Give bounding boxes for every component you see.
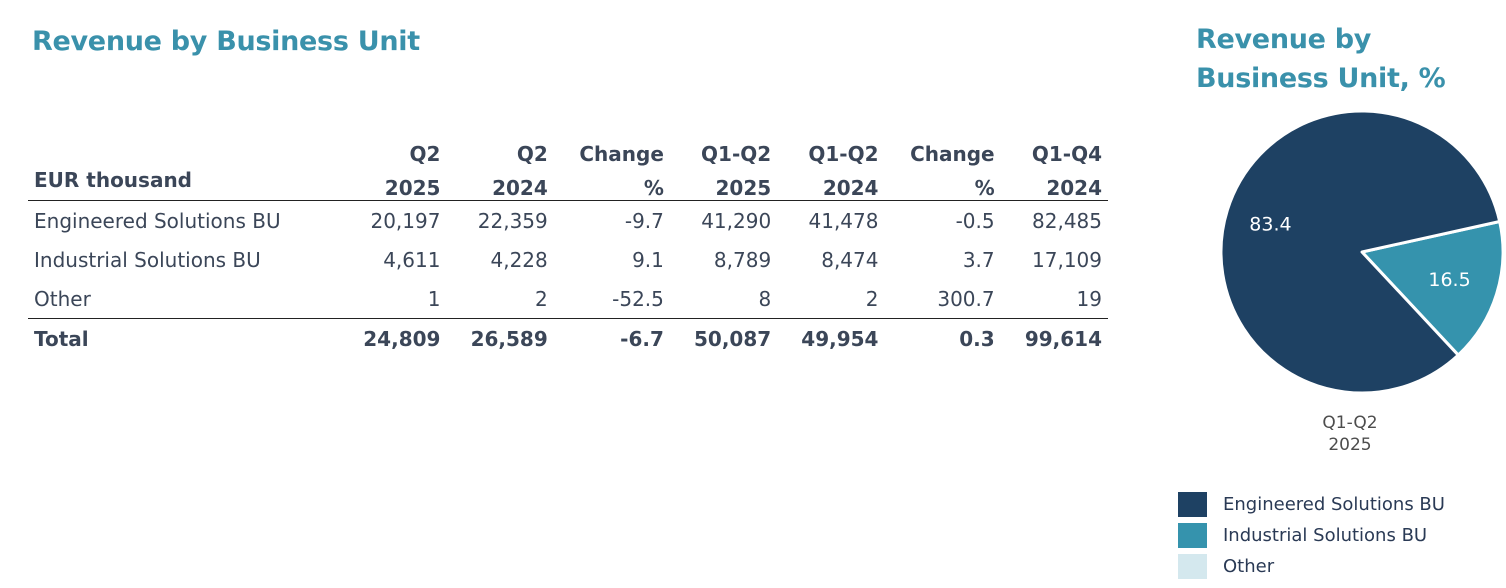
table-cell: 82,485 [1032,208,1102,233]
table-cell: 19 [1076,286,1102,311]
pie-data-label: 83.4 [1249,214,1291,236]
legend-label: Engineered Solutions BU [1223,494,1445,515]
header-cell: 2025 [715,176,772,200]
chart-title-line: Business Unit, % [1196,63,1446,94]
header-cell [28,132,339,166]
table-cell: 49,954 [801,327,879,351]
pie-slice-industrial-solutions-bu [1360,219,1505,357]
table-cell: 50,087 [694,327,772,351]
table-cell: 8,474 [821,247,879,272]
table-header-bottom: EUR thousand 2025 2024 % 2025 2024 % 202… [28,166,1108,201]
table-cell: 0.3 [959,327,995,351]
table-cell: 24,809 [363,327,441,351]
total-row: Total 24,809 26,589 -6.7 50,087 49,954 0… [28,319,1108,360]
header-cell: % [974,176,995,200]
pie-chart: 16.5 83.4 [1219,109,1505,395]
table-cell: 2 [865,286,879,311]
table-cell: -0.5 [955,208,995,233]
table-row: Industrial Solutions BU 4,611 4,228 9.1 … [28,240,1108,279]
table-cell: 20,197 [370,208,441,233]
table-cell: 1 [427,286,441,311]
row-label: Total [34,327,89,351]
pie-subtitle: Q1-Q2 2025 [1290,412,1410,456]
chart-legend: Engineered Solutions BU Industrial Solut… [1178,489,1445,582]
pie-subtitle-line: Q1-Q2 [1322,413,1378,433]
table-cell: 9.1 [632,247,664,272]
header-cell: Q1-Q2 [808,142,879,166]
header-cell: Q2 [516,142,548,166]
row-label: Other [34,286,91,311]
legend-swatch [1178,554,1207,579]
header-cell: Q1-Q4 [1031,142,1102,166]
table-cell: 8 [758,286,772,311]
table-cell: 8,789 [713,247,772,272]
header-cell: 2024 [822,176,879,200]
row-label: Industrial Solutions BU [34,247,261,272]
table-cell: 3.7 [962,247,995,272]
legend-item: Other [1178,551,1445,582]
header-cell: 2024 [492,176,548,200]
table-cell: -52.5 [612,286,664,311]
header-cell: 2025 [384,176,441,200]
table-cell: 4,228 [490,247,548,272]
table-row: Other 1 2 -52.5 8 2 300.7 19 [28,279,1108,319]
header-cell: Q2 [409,142,441,166]
legend-label: Other [1223,556,1275,577]
header-cell: Change [910,142,995,166]
table-cell: 4,611 [383,247,441,272]
unit-label: EUR thousand [34,168,192,192]
table-cell: 300.7 [937,286,995,311]
table-cell: 41,290 [701,208,772,233]
header-cell: 2024 [1046,176,1102,200]
legend-item: Engineered Solutions BU [1178,489,1445,520]
page-title: Revenue by Business Unit [32,26,420,57]
header-cell: Q1-Q2 [701,142,772,166]
legend-swatch [1178,523,1207,548]
chart-title: Revenue by Business Unit, % [1196,20,1496,98]
header-cell: Change [579,142,664,166]
pie-subtitle-line: 2025 [1328,435,1372,455]
table-cell: -9.7 [624,208,664,233]
table-row: Engineered Solutions BU 20,197 22,359 -9… [28,201,1108,241]
table-cell: 41,478 [808,208,879,233]
table-cell: 99,614 [1024,327,1102,351]
table-cell: 17,109 [1032,247,1102,272]
header-cell: % [643,176,664,200]
legend-item: Industrial Solutions BU [1178,520,1445,551]
legend-label: Industrial Solutions BU [1223,525,1428,546]
table-cell: -6.7 [620,327,664,351]
chart-title-line: Revenue by [1196,24,1372,55]
row-label: Engineered Solutions BU [34,208,281,233]
pie-data-label: 16.5 [1428,269,1470,291]
table-cell: 22,359 [477,208,548,233]
legend-swatch [1178,492,1207,517]
revenue-table: Q2 Q2 Change Q1-Q2 Q1-Q2 Change Q1-Q4 EU… [28,132,1108,359]
pie-slice-engineered-solutions-bu [1219,109,1502,395]
table-header-top: Q2 Q2 Change Q1-Q2 Q1-Q2 Change Q1-Q4 [28,132,1108,166]
table-cell: 2 [535,286,548,311]
table-cell: 26,589 [470,327,548,351]
